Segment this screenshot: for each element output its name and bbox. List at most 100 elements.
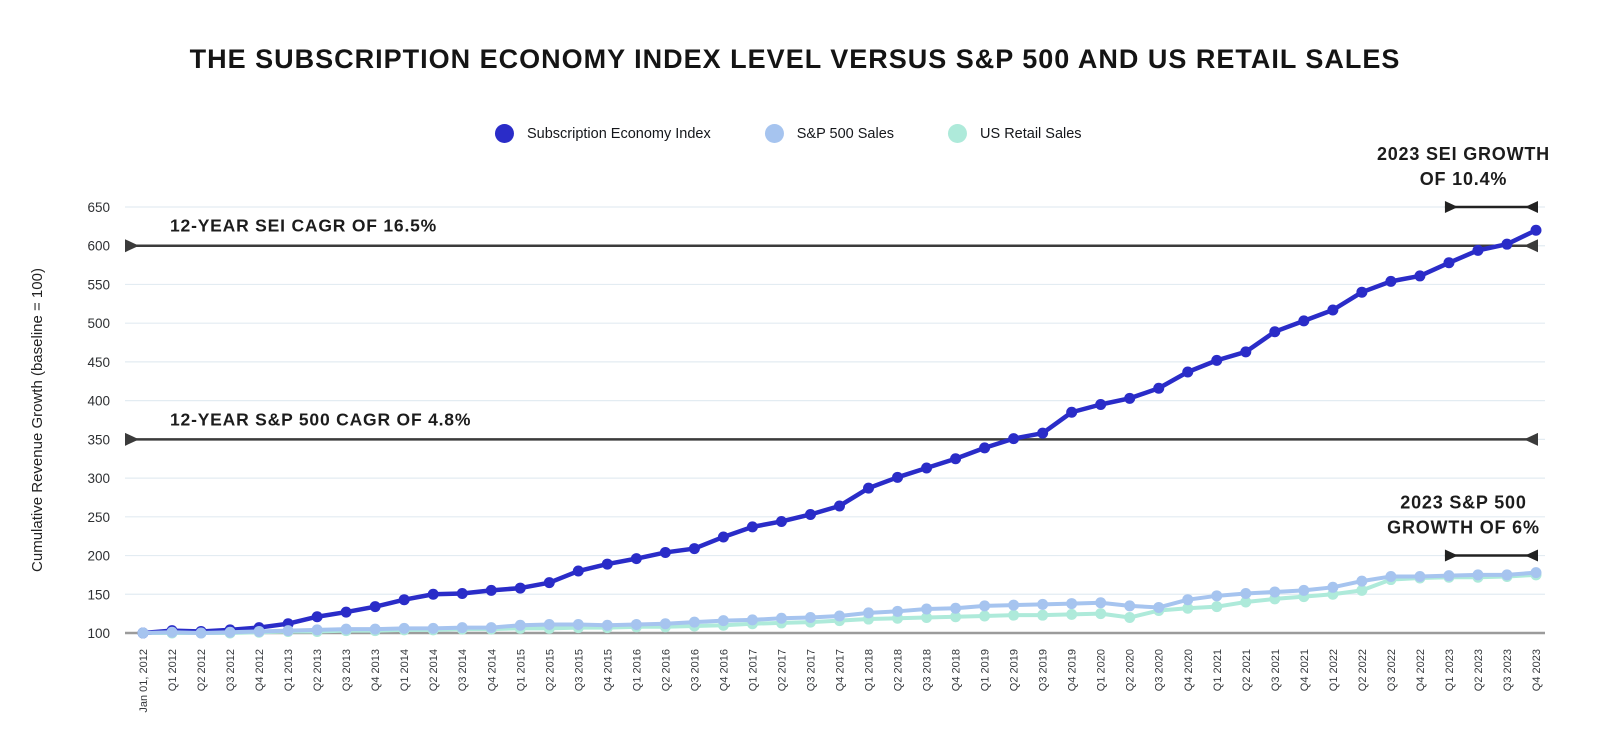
series-point-sp500 xyxy=(1182,594,1194,606)
y-tick-200: 200 xyxy=(87,549,110,564)
series-point-sei xyxy=(863,482,875,494)
y-tick-450: 450 xyxy=(87,355,110,370)
series-point-sp500 xyxy=(1501,569,1513,581)
legend: Subscription Economy Index S&P 500 Sales… xyxy=(494,124,1082,143)
x-tick-42: Q2 2022 xyxy=(1357,649,1369,691)
series-point-sei xyxy=(1269,326,1281,338)
legend-item-sei: Subscription Economy Index xyxy=(494,124,711,143)
series-point-sp500 xyxy=(398,622,410,634)
x-tick-19: Q3 2016 xyxy=(689,649,701,691)
ref-line-arrow-right-icon xyxy=(1524,239,1538,253)
series-point-retail xyxy=(1095,608,1107,620)
bracket-arrow-left-icon xyxy=(1444,201,1458,213)
series-point-sei xyxy=(775,515,787,527)
series-point-sei xyxy=(369,601,381,613)
x-tick-47: Q3 2023 xyxy=(1502,649,1514,691)
x-tick-45: Q1 2023 xyxy=(1444,649,1456,691)
series-point-sp500 xyxy=(659,618,671,630)
series-point-sei xyxy=(921,462,933,474)
legend-item-sp500: S&P 500 Sales xyxy=(764,124,895,143)
series-point-sei xyxy=(1095,399,1107,411)
x-tick-14: Q2 2015 xyxy=(544,649,556,691)
series-point-sp500 xyxy=(1327,581,1339,593)
series-point-sp500 xyxy=(340,623,352,635)
chart-title: THE SUBSCRIPTION ECONOMY INDEX LEVEL VER… xyxy=(189,44,1401,74)
series-point-sp500 xyxy=(688,616,700,628)
series-point-sp500 xyxy=(369,623,381,635)
series-point-sei xyxy=(1327,304,1339,316)
ref-line-arrow-right-icon xyxy=(1524,432,1538,446)
x-tick-2: Q2 2012 xyxy=(196,649,208,691)
series-point-retail xyxy=(1066,608,1078,620)
x-tick-17: Q1 2016 xyxy=(631,649,643,691)
series-point-sei xyxy=(1182,366,1194,378)
series-point-sp500 xyxy=(1066,598,1078,610)
x-tick-46: Q2 2023 xyxy=(1473,649,1485,691)
series-point-sp500 xyxy=(253,625,265,637)
x-tick-25: Q1 2018 xyxy=(864,649,876,691)
y-tick-250: 250 xyxy=(87,510,110,525)
series-point-retail xyxy=(950,611,962,623)
series-point-retail xyxy=(1124,612,1136,624)
ref-line-arrow-left-icon xyxy=(125,432,139,446)
series-point-sp500 xyxy=(863,607,875,619)
series-point-sp500 xyxy=(485,622,497,634)
x-tick-7: Q3 2013 xyxy=(341,649,353,691)
series-point-sp500 xyxy=(543,618,555,630)
series-point-sei xyxy=(572,565,584,577)
series-point-sei xyxy=(514,582,526,594)
x-tick-4: Q4 2012 xyxy=(254,649,266,691)
y-tick-350: 350 xyxy=(87,432,110,447)
x-tick-3: Q3 2012 xyxy=(225,649,237,691)
ref-line-label-600: 12-YEAR SEI CAGR OF 16.5% xyxy=(170,216,437,236)
series-point-sei xyxy=(398,594,410,606)
series-point-sei xyxy=(950,453,962,465)
x-tick-48: Q4 2023 xyxy=(1531,649,1543,691)
series-point-sei xyxy=(1066,406,1078,418)
x-tick-32: Q4 2019 xyxy=(1067,649,1079,691)
x-tick-20: Q4 2016 xyxy=(718,649,730,691)
series-point-sei xyxy=(1008,433,1020,445)
x-tick-11: Q3 2014 xyxy=(457,649,469,691)
y-tick-400: 400 xyxy=(87,394,110,409)
x-tick-0: Jan 01, 2012 xyxy=(138,649,150,713)
series-point-sei xyxy=(688,543,700,555)
series-point-sp500 xyxy=(1298,584,1310,596)
series-point-sp500 xyxy=(1124,600,1136,612)
x-tick-12: Q4 2014 xyxy=(486,649,498,691)
x-tick-6: Q2 2013 xyxy=(312,649,324,691)
series-point-sp500 xyxy=(921,603,933,615)
legend-dot-sp500-icon xyxy=(764,124,784,143)
legend-label-sp500: S&P 500 Sales xyxy=(796,125,895,142)
x-tick-24: Q4 2017 xyxy=(835,649,847,691)
series-point-sp500 xyxy=(514,619,526,631)
series-point-sp500 xyxy=(1472,569,1484,581)
series-point-sp500 xyxy=(1008,599,1020,611)
series-point-sp500 xyxy=(1269,586,1281,598)
series-point-sei xyxy=(340,606,352,618)
y-tick-150: 150 xyxy=(87,587,110,602)
bracket-arrow-left-icon xyxy=(1444,549,1458,562)
x-tick-15: Q3 2015 xyxy=(573,649,585,691)
series-point-sei xyxy=(1298,315,1310,327)
series-point-retail xyxy=(1037,609,1049,621)
x-tick-5: Q1 2013 xyxy=(283,649,295,691)
series-point-retail xyxy=(1182,602,1194,614)
x-tick-13: Q1 2015 xyxy=(515,649,527,691)
bracket-label-0-0: 2023 SEI GROWTH xyxy=(1377,144,1550,164)
ref-line-arrow-left-icon xyxy=(125,239,139,253)
series-point-sp500 xyxy=(746,614,758,626)
y-tick-500: 500 xyxy=(87,316,110,331)
x-tick-18: Q2 2016 xyxy=(660,649,672,691)
legend-label-retail: US Retail Sales xyxy=(980,125,1082,142)
bracket-label-1-1: GROWTH OF 6% xyxy=(1387,518,1540,538)
series-point-sei xyxy=(630,553,642,565)
x-tick-27: Q3 2018 xyxy=(922,649,934,691)
series-point-sei xyxy=(601,558,613,570)
series-point-sp500 xyxy=(311,624,323,636)
x-tick-1: Q1 2012 xyxy=(167,649,179,691)
series-line-sei xyxy=(140,227,1539,636)
x-tick-34: Q2 2020 xyxy=(1125,649,1137,691)
legend-dot-sei-icon xyxy=(494,124,514,143)
